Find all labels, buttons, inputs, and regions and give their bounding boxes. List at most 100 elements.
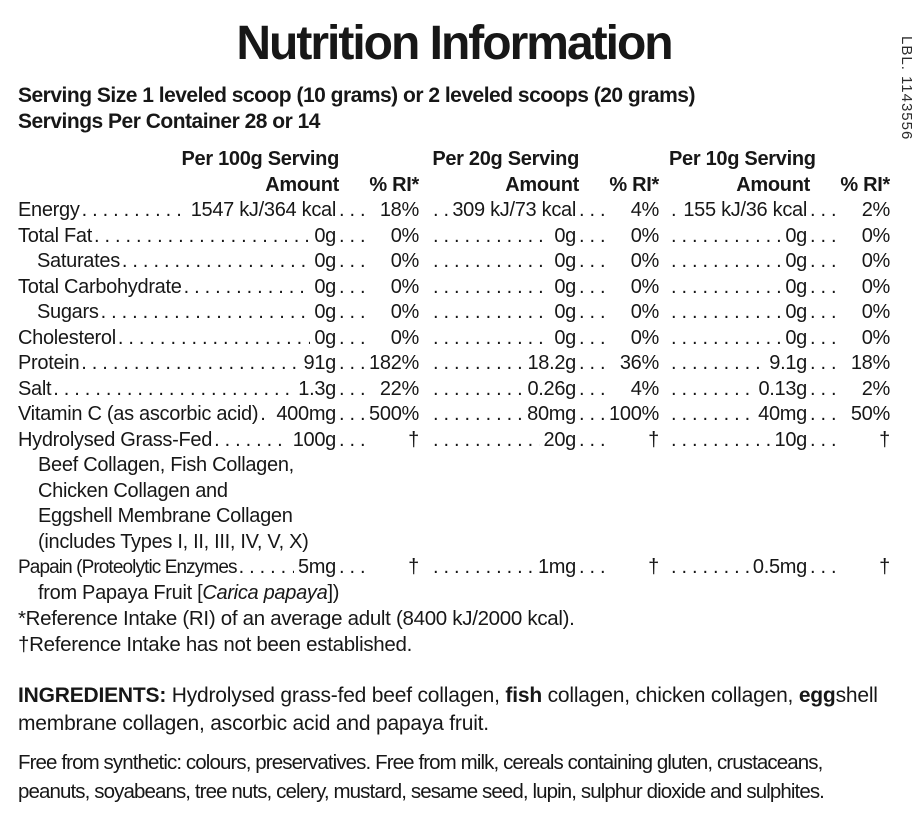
ingredients-segment: shell membrane collagen, ascorbic acid a… bbox=[18, 684, 878, 735]
dot-leader bbox=[579, 198, 607, 224]
row-cell: 0g 0% bbox=[659, 300, 890, 326]
dot-leader bbox=[433, 428, 540, 454]
dot-leader bbox=[671, 428, 771, 454]
row-cell: Saturates 0g 0% bbox=[18, 249, 419, 275]
row-cell: 0g 0% bbox=[419, 326, 659, 352]
ri-value: 0% bbox=[630, 224, 659, 247]
dot-leader bbox=[810, 326, 838, 352]
ri-value: 0% bbox=[861, 326, 890, 349]
dot-leader bbox=[339, 402, 367, 428]
ri-value: 0% bbox=[630, 275, 659, 298]
ingredients-segment: egg bbox=[798, 684, 836, 707]
row-cell: Hydrolysed Grass-Fed 100g † bbox=[18, 428, 419, 454]
amount-header: Amount bbox=[265, 173, 339, 196]
ri-value: 22% bbox=[379, 377, 419, 400]
ri-value: 18% bbox=[379, 199, 419, 221]
nutrient-rows: Energy 1547 kJ/364 kcal 18% 309 kJ/73 kcal 4… bbox=[18, 198, 890, 606]
dot-leader bbox=[579, 351, 607, 377]
table-row: Salt 1.3g 22% 0.26g 4% 0.13g 2% bbox=[18, 377, 890, 403]
dot-leader bbox=[433, 351, 523, 377]
dot-leader bbox=[671, 326, 781, 352]
dot-leader bbox=[579, 326, 607, 352]
ri-value: 0% bbox=[390, 275, 419, 298]
nutrient-label: Total Fat bbox=[18, 224, 92, 247]
dot-leader bbox=[671, 275, 781, 301]
table-row: Hydrolysed Grass-Fed 100g † 20g † 10g † bbox=[18, 428, 890, 454]
dot-leader bbox=[81, 351, 299, 377]
dot-leader bbox=[810, 249, 838, 275]
dot-leader bbox=[339, 555, 367, 581]
dot-leader bbox=[339, 249, 367, 275]
row-cell: 10g † bbox=[659, 428, 890, 454]
dot-leader bbox=[122, 249, 310, 275]
ri-value: 0% bbox=[861, 250, 890, 272]
subline-segment: (includes Types I, II, III, IV, V, X) bbox=[38, 530, 309, 553]
dot-leader bbox=[810, 224, 838, 250]
subheader-group-10g: Amount % RI* bbox=[659, 173, 890, 199]
ri-value: 2% bbox=[861, 377, 890, 400]
subline-segment: from Papaya Fruit [ bbox=[38, 581, 203, 604]
dot-leader bbox=[101, 300, 311, 326]
ri-value: 100% bbox=[609, 403, 659, 425]
table-row: Vitamin C (as ascorbic acid)400mg500%80m… bbox=[18, 402, 890, 428]
ri-value: † bbox=[879, 556, 890, 578]
column-header-per-20g: Per 20g Serving bbox=[432, 148, 579, 170]
ri-value: 0% bbox=[390, 326, 419, 349]
serving-info: Serving Size 1 leveled scoop (10 grams) … bbox=[18, 83, 890, 135]
servings-per-container-line: Servings Per Container 28 or 14 bbox=[18, 110, 320, 133]
ri-value: 0% bbox=[630, 250, 659, 272]
amount-value: 0.13g bbox=[758, 377, 807, 400]
amount-value: 0g bbox=[554, 301, 576, 323]
row-cell: Total Fat 0g 0% bbox=[18, 224, 419, 250]
row-cell: 0g 0% bbox=[419, 275, 659, 301]
dot-leader bbox=[53, 377, 294, 403]
page-title: Nutrition Information bbox=[236, 17, 673, 70]
row-cell: 18.2g 36% bbox=[419, 351, 659, 377]
dot-leader bbox=[82, 198, 187, 224]
dot-leader bbox=[671, 377, 754, 403]
amount-value: 1mg bbox=[537, 556, 576, 578]
row-cell: 0g 0% bbox=[419, 224, 659, 250]
ri-value: 0% bbox=[861, 224, 890, 247]
nutrient-subline: Beef Collagen, Fish Collagen, bbox=[18, 453, 890, 479]
subheader-group-20g: Amount % RI* bbox=[419, 173, 659, 199]
table-row: Total Carbohydrate 0g 0% 0g 0% 0g 0% bbox=[18, 275, 890, 301]
ingredients-segment: fish bbox=[505, 684, 542, 707]
dot-leader bbox=[671, 224, 781, 250]
amount-value: 1547 kJ/364 kcal bbox=[190, 199, 337, 221]
dot-leader bbox=[339, 351, 367, 377]
amount-value: 0.5mg bbox=[752, 556, 807, 578]
ingredients-segment: collagen, chicken collagen, bbox=[541, 684, 799, 707]
ri-value: † bbox=[648, 428, 659, 451]
amount-value: 400mg bbox=[276, 403, 336, 425]
column-header-per-100g: Per 100g Serving bbox=[181, 148, 339, 170]
nutrient-subline: Chicken Collagen and bbox=[18, 479, 890, 505]
amount-value: 10g bbox=[774, 428, 808, 451]
table-row: Cholesterol 0g 0% 0g 0% 0g 0% bbox=[18, 326, 890, 352]
dot-leader bbox=[433, 224, 550, 250]
ingredients-paragraph: INGREDIENTS: Hydrolysed grass-fed beef c… bbox=[18, 682, 890, 738]
ri-value: 4% bbox=[630, 377, 659, 400]
amount-value: 0g bbox=[554, 250, 576, 272]
row-cell: Cholesterol 0g 0% bbox=[18, 326, 419, 352]
amount-value: 0g bbox=[785, 301, 807, 323]
dot-leader bbox=[339, 300, 367, 326]
label-code-vertical: LBL. 1143556 bbox=[898, 36, 915, 141]
dot-leader bbox=[579, 377, 607, 403]
row-cell: 0.5mg † bbox=[659, 555, 890, 581]
ri-header: % RI* bbox=[840, 173, 890, 196]
ri-value: 182% bbox=[369, 352, 419, 374]
table-row: Papain (Proteolytic Enzymes5mg†1mg†0.5mg… bbox=[18, 555, 890, 581]
dot-leader bbox=[579, 275, 607, 301]
dot-leader bbox=[810, 198, 838, 224]
amount-header: Amount bbox=[505, 173, 579, 196]
table-row: Saturates 0g 0% 0g 0% 0g 0% bbox=[18, 249, 890, 275]
footnote: †Reference Intake has not been establish… bbox=[18, 633, 412, 656]
dot-leader bbox=[339, 428, 367, 454]
ingredients-segment: INGREDIENTS: bbox=[18, 684, 172, 707]
row-cell: 9.1g 18% bbox=[659, 351, 890, 377]
ingredients-segment: Hydrolysed grass-fed beef collagen, bbox=[171, 684, 506, 707]
amount-value: 0g bbox=[785, 250, 807, 272]
amount-value: 0g bbox=[314, 275, 336, 298]
nutrient-label: Vitamin C (as ascorbic acid) bbox=[18, 403, 259, 425]
